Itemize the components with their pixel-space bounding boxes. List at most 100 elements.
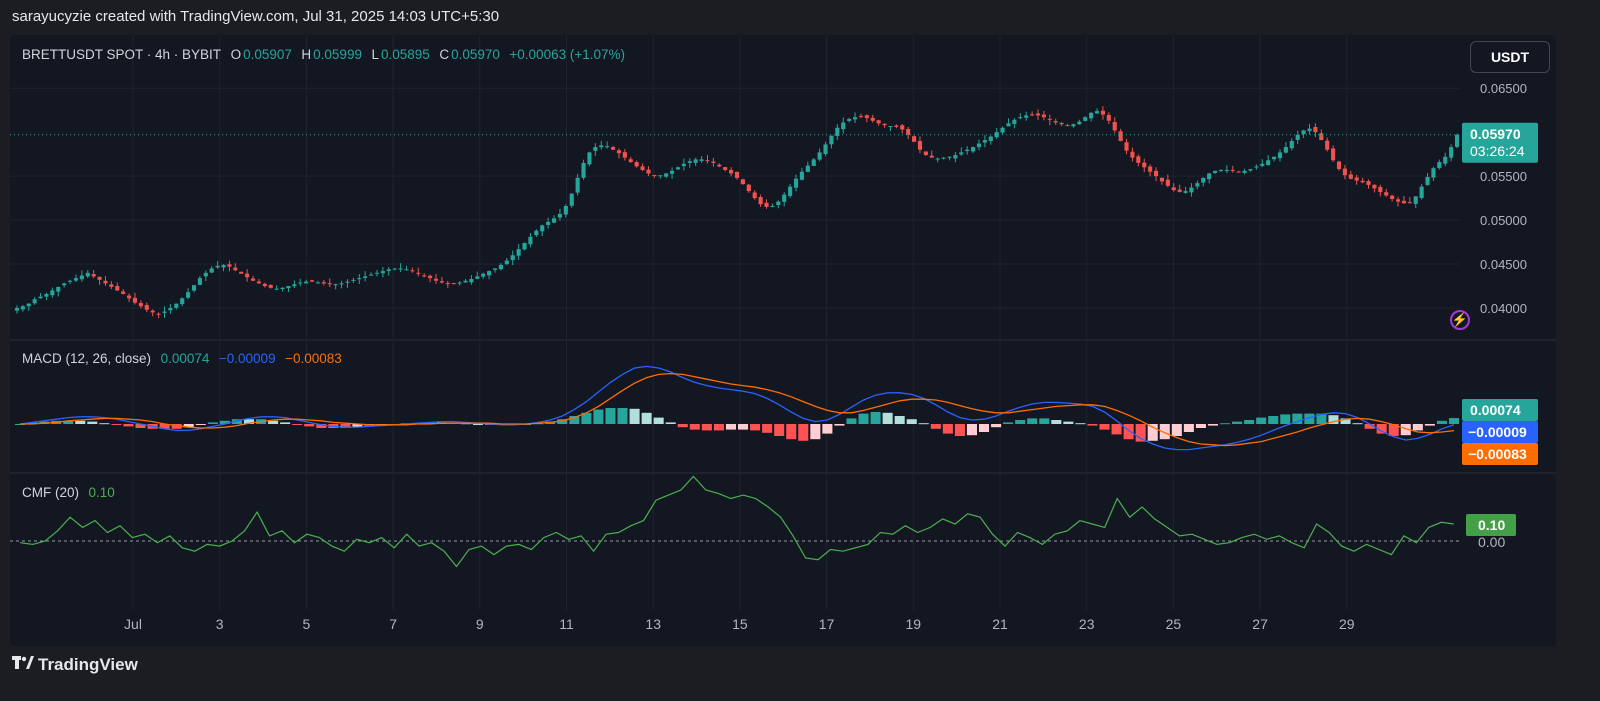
candle-body	[1319, 133, 1324, 141]
macd-histogram-bar	[1220, 423, 1231, 425]
macd-histogram-bar	[1015, 420, 1026, 424]
candle-body	[805, 165, 810, 172]
candle-body	[221, 264, 226, 268]
candle-body	[233, 267, 238, 271]
candle-body	[906, 129, 911, 135]
candle-body	[911, 136, 917, 142]
macd-histogram-bar	[340, 424, 351, 428]
macd-hist-badge	[1462, 399, 1538, 421]
candle-body	[1390, 195, 1395, 199]
macd-histogram-bar	[1039, 418, 1050, 424]
chart-caption: sarayucyzie created with TradingView.com…	[12, 8, 500, 25]
candle-body	[68, 280, 73, 282]
candle-body	[274, 288, 279, 290]
x-tick-label: 25	[1166, 616, 1182, 632]
candle-body	[374, 272, 380, 274]
candle-body	[1142, 162, 1147, 168]
price-legend: BRETTUSDT SPOT · 4h · BYBIT O 0.05907 H 0.…	[22, 47, 627, 62]
candle-body	[1443, 156, 1448, 164]
candle-body	[1413, 196, 1418, 204]
macd-histogram-bar	[918, 423, 929, 425]
candle-body	[610, 147, 616, 150]
macd-histogram-bar	[243, 419, 254, 424]
candle-body	[1360, 180, 1365, 183]
macd-histogram-bar	[810, 424, 821, 440]
chart-canvas[interactable]: 0.06500 0.05500 0.05000 0.04500 0.04000 Jul 3 5…	[10, 35, 1556, 646]
macd-histogram-bar	[1135, 424, 1146, 442]
candle-body	[699, 159, 704, 161]
macd-series-signal	[20, 372, 1455, 447]
currency-button[interactable]: USDT	[1470, 41, 1550, 73]
macd-histogram-bar	[966, 424, 977, 436]
macd-histogram-bar	[75, 420, 86, 424]
candle-body	[1118, 131, 1123, 141]
candle-body	[451, 283, 456, 285]
close-label: C	[439, 47, 450, 62]
candle-body	[1272, 156, 1277, 160]
macd-histogram-bar	[1340, 418, 1351, 424]
macd-title[interactable]: MACD (12, 26, close)	[22, 351, 152, 366]
candle-body	[1030, 114, 1035, 116]
candle-body	[971, 147, 976, 152]
open-label: O	[230, 47, 242, 62]
macd-hist-badge-text: 0.00074	[1470, 402, 1521, 418]
symbol-label[interactable]: BRETTUSDT SPOT · 4h · BYBIT	[22, 47, 222, 62]
candle-body	[776, 201, 781, 206]
candle-body	[1153, 170, 1159, 177]
candle-body	[433, 278, 439, 281]
macd-histogram-bar	[629, 408, 640, 424]
candle-body	[1336, 161, 1342, 170]
cmf-value-badge	[1466, 514, 1516, 536]
candle-body	[947, 156, 952, 158]
tradingview-logo[interactable]: TradingView	[12, 655, 138, 675]
cmf-series-line	[20, 475, 1454, 568]
macd-histogram-bar	[472, 424, 483, 425]
price-tick-label: 0.05500	[1480, 169, 1527, 184]
candle-body	[1177, 189, 1182, 192]
macd-histogram-bar	[701, 424, 712, 431]
macd-hist-value: 0.00074	[160, 351, 210, 366]
candle-body	[634, 162, 639, 167]
candle-body	[658, 175, 663, 177]
candle-body	[138, 302, 143, 307]
macd-histogram-bar	[111, 424, 122, 425]
flash-icon[interactable]: ⚡	[1450, 310, 1470, 330]
macd-histogram-bar	[1123, 424, 1134, 440]
candle-body	[882, 123, 887, 126]
candle-body	[262, 283, 267, 287]
chart-frame[interactable]: 0.06500 0.05500 0.05000 0.04500 0.04000 Jul 3 5…	[10, 35, 1556, 646]
macd-histogram-bar	[195, 424, 206, 425]
cmf-title[interactable]: CMF (20)	[22, 485, 79, 500]
macd-histogram-bar	[1424, 424, 1435, 426]
macd-histogram-bar	[846, 418, 857, 424]
macd-histogram-bar	[641, 412, 652, 424]
candle-body	[723, 167, 728, 170]
macd-histogram-bar	[786, 424, 797, 440]
candle-body	[1041, 114, 1046, 118]
candle-body	[44, 293, 49, 297]
candle-body	[752, 192, 757, 199]
macd-legend: MACD (12, 26, close) 0.00074 −0.00009 −0…	[22, 351, 344, 366]
candle-body	[1331, 148, 1336, 161]
candle-body	[1212, 170, 1218, 173]
candle-body	[788, 186, 793, 196]
candle-body	[1183, 191, 1188, 193]
macd-line-badge	[1462, 421, 1538, 443]
candle-body	[693, 159, 698, 163]
candle-body	[1195, 183, 1200, 187]
candle-body	[1230, 169, 1235, 171]
macd-histogram-bar	[1051, 420, 1062, 424]
candle-body	[888, 126, 893, 127]
candle-body	[1260, 163, 1265, 166]
candle-body	[569, 193, 574, 206]
candle-body	[1431, 168, 1436, 178]
candle-body	[227, 264, 232, 267]
candle-body	[186, 292, 191, 298]
price-tick-label: 0.04500	[1480, 257, 1527, 272]
candle-body	[546, 221, 551, 225]
candle-body	[1283, 147, 1288, 153]
macd-histogram-bar	[171, 424, 182, 429]
candle-body	[115, 286, 120, 291]
candle-body	[1053, 121, 1058, 123]
macd-histogram-bar	[738, 424, 749, 430]
